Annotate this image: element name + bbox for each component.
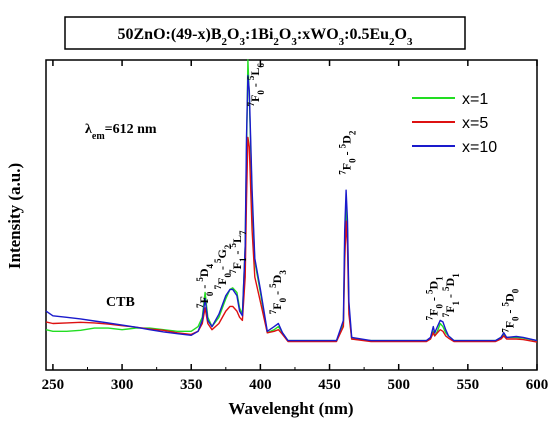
x-tick-label: 550 [457,377,480,393]
series-lines [45,59,538,343]
transition-label: 7F0 - 5D4 [195,263,215,308]
y-axis-label: Intensity (a.u.) [5,163,24,269]
ctb-label: CTB [106,295,135,310]
title-box [64,16,466,50]
x-tick-label: 400 [249,377,272,393]
transition-label: 7F0 - 5D0 [500,288,520,333]
x-axis-ticks: 250 300 350 400 450 500 550 600 [42,60,549,393]
x-tick-label: 600 [526,377,549,393]
legend-label: x=10 [462,139,497,156]
legend-label: x=5 [462,115,488,132]
transition-label: 7F1 - 5D1 [441,273,461,318]
x-tick-label: 350 [180,377,203,393]
x-axis-label: Wavelenght (nm) [228,399,353,418]
lambda-em-label: λem=612 nm [85,122,157,142]
series-line-x10 [45,74,538,342]
transition-label: 7F0 - 5D1 [424,276,444,321]
chart-title: 50ZnO:(49-x)B2O3:1Bi2O3:xWO3:0.5Eu2O3 [118,26,414,48]
transition-label: 7F0 - 5D3 [268,270,288,315]
transition-label: 7F0 - 5D2 [337,130,357,175]
series-line-x5 [45,136,538,343]
transition-label: 7F1 - 5L7 [228,230,248,274]
legend-label: x=1 [462,91,488,108]
transition-label: 7F0 - 5G2 [213,244,233,289]
x-tick-label: 450 [318,377,341,393]
plot-frame [45,59,538,371]
x-tick-label: 500 [387,377,410,393]
transition-label: 7F0 - 5L6 [246,63,266,107]
legend: x=1 x=5 x=10 [412,91,497,156]
x-tick-label: 300 [111,377,134,393]
x-tick-label: 250 [42,377,65,393]
